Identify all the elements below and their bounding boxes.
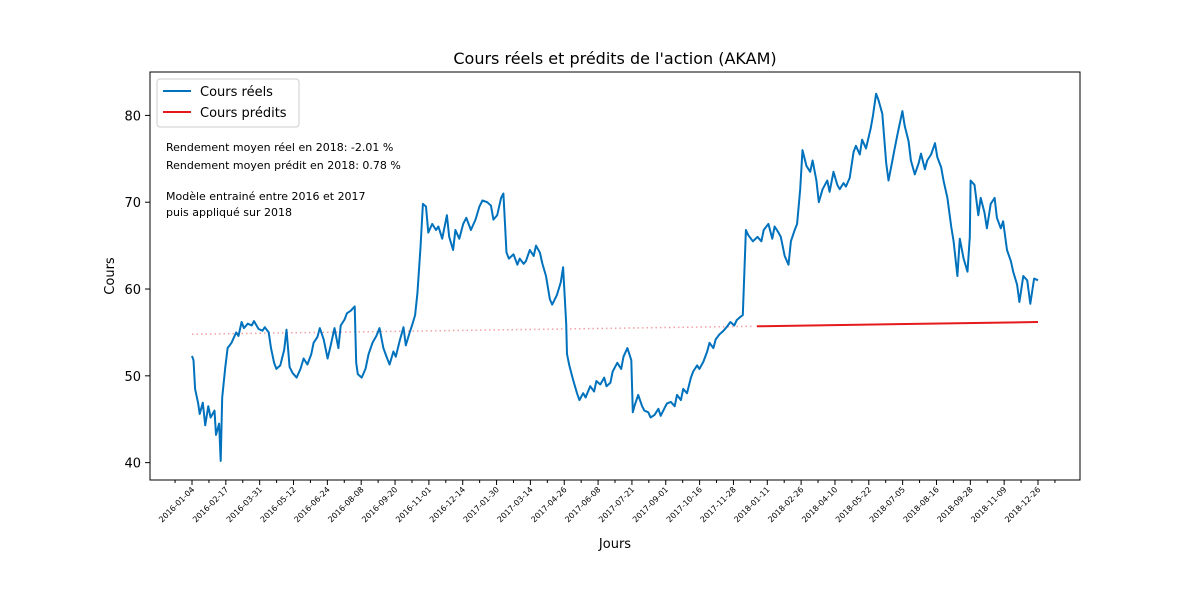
series-line-1 [756, 321, 1039, 328]
legend-label-real: Cours réels [200, 85, 273, 100]
annotation-training: Modèle entrainé entre 2016 et 2017 [166, 190, 366, 203]
annotation-predicted-return: Rendement moyen prédit en 2018: 0.78 % [166, 159, 401, 172]
annotations: Rendement moyen réel en 2018: -2.01 % Re… [166, 141, 401, 219]
legend-box [156, 78, 300, 128]
y-axis-label: Cours [103, 257, 118, 295]
series-line-2 [191, 325, 754, 335]
annotation-real-return: Rendement moyen réel en 2018: -2.01 % [166, 141, 393, 154]
y-tick-label: 50 [124, 370, 141, 385]
legend: Cours réels Cours prédits [156, 78, 300, 128]
chart-title: Cours réels et prédits de l'action (AKAM… [453, 49, 776, 68]
series-line-0 [191, 92, 1039, 462]
legend-label-predicted: Cours prédits [200, 106, 287, 121]
y-tick-label: 40 [124, 457, 141, 472]
y-tick-label: 60 [124, 283, 141, 298]
annotation-applied: puis appliqué sur 2018 [166, 206, 292, 219]
y-tick-label: 70 [124, 196, 141, 211]
x-axis-label: Jours [598, 537, 631, 552]
y-axis: 40 50 60 70 80 [124, 109, 150, 472]
y-tick-label: 80 [124, 109, 141, 124]
series-lines [191, 92, 1039, 462]
